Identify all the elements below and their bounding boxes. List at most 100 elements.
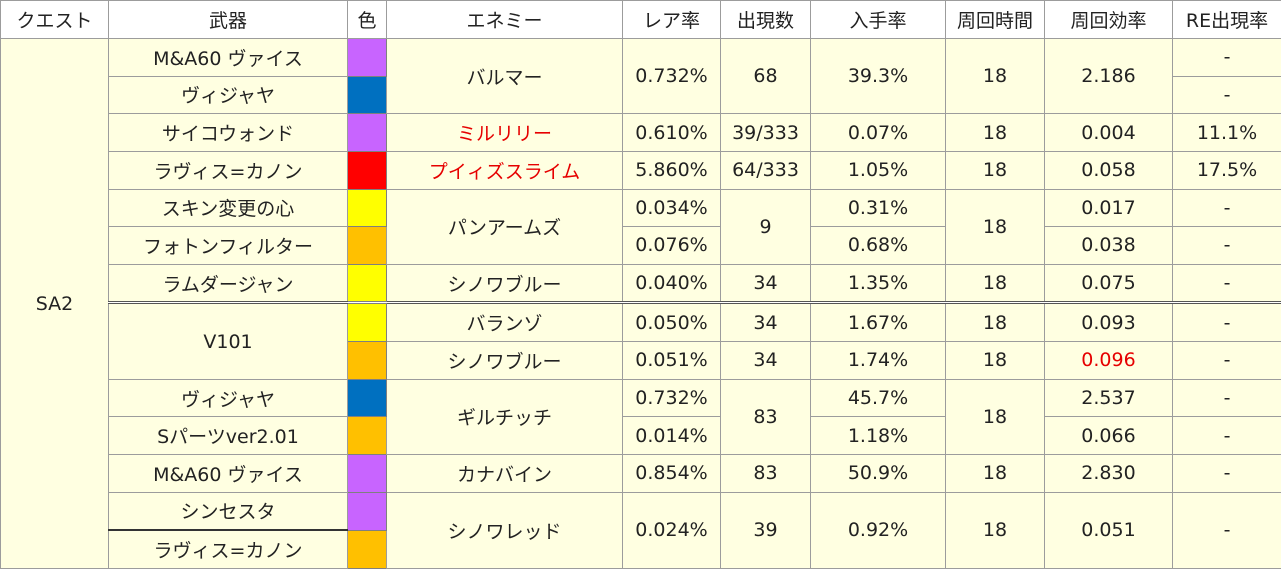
cell-loop-efficiency[interactable]: 0.075 — [1044, 263, 1173, 304]
cell-loop-efficiency[interactable]: 0.004 — [1044, 113, 1173, 152]
cell-loop-time[interactable]: 18 — [945, 378, 1045, 455]
cell-loop-efficiency[interactable]: 0.051 — [1044, 491, 1173, 569]
cell-rare-rate[interactable]: 0.732% — [622, 378, 721, 418]
cell-appear-count[interactable]: 9 — [720, 188, 811, 265]
cell-enemy[interactable]: バランゾ — [386, 301, 623, 343]
cell-weapon[interactable]: シンセスタ — [108, 491, 348, 532]
cell-obtain-rate[interactable]: 1.35% — [810, 263, 946, 304]
cell-appear-count[interactable]: 83 — [720, 453, 811, 493]
cell-rare-rate[interactable]: 0.040% — [622, 263, 721, 304]
header-obtain-rate[interactable]: 入手率 — [810, 0, 946, 39]
cell-loop-efficiency[interactable]: 2.537 — [1044, 378, 1173, 418]
cell-obtain-rate[interactable]: 0.31% — [810, 188, 946, 228]
cell-re-rate[interactable]: - — [1172, 378, 1281, 418]
cell-obtain-rate[interactable]: 50.9% — [810, 453, 946, 493]
cell-appear-count[interactable]: 68 — [720, 37, 811, 115]
cell-weapon[interactable]: ヴィジャヤ — [108, 378, 348, 418]
header-enemy[interactable]: エネミー — [386, 0, 623, 39]
color-swatch[interactable] — [347, 416, 387, 455]
cell-rare-rate[interactable]: 0.050% — [622, 301, 721, 343]
cell-re-rate[interactable]: - — [1172, 38, 1281, 77]
cell-re-rate[interactable]: - — [1172, 263, 1281, 304]
cell-rare-rate[interactable]: 0.024% — [622, 491, 721, 569]
color-swatch[interactable] — [347, 113, 387, 152]
cell-obtain-rate[interactable]: 0.68% — [810, 226, 946, 265]
cell-rare-rate[interactable]: 0.014% — [622, 416, 721, 455]
cell-weapon[interactable]: ヴィジャヤ — [108, 75, 348, 115]
color-swatch[interactable] — [347, 453, 387, 493]
cell-obtain-rate[interactable]: 1.67% — [810, 301, 946, 343]
cell-loop-efficiency[interactable]: 0.066 — [1044, 416, 1173, 455]
cell-appear-count[interactable]: 34 — [720, 341, 811, 380]
cell-enemy[interactable]: カナバイン — [386, 453, 623, 493]
cell-re-rate[interactable]: 17.5% — [1172, 150, 1281, 190]
cell-obtain-rate[interactable]: 1.74% — [810, 341, 946, 380]
cell-obtain-rate[interactable]: 39.3% — [810, 37, 946, 115]
header-loop-efficiency[interactable]: 周回効率 — [1044, 0, 1173, 39]
cell-enemy[interactable]: シノワブルー — [386, 341, 623, 380]
cell-re-rate[interactable]: - — [1172, 341, 1281, 380]
cell-obtain-rate[interactable]: 45.7% — [810, 378, 946, 418]
cell-weapon[interactable]: M&A60 ヴァイス — [108, 453, 348, 493]
color-swatch[interactable] — [347, 38, 387, 77]
color-swatch[interactable] — [347, 301, 387, 343]
cell-appear-count[interactable]: 34 — [720, 301, 811, 343]
cell-rare-rate[interactable]: 0.034% — [622, 188, 721, 228]
cell-enemy[interactable]: パンアームズ — [386, 188, 623, 265]
cell-re-rate[interactable]: 11.1% — [1172, 113, 1281, 152]
cell-rare-rate[interactable]: 0.854% — [622, 453, 721, 493]
cell-loop-time[interactable]: 18 — [945, 263, 1045, 304]
color-swatch[interactable] — [347, 75, 387, 115]
color-swatch[interactable] — [347, 150, 387, 190]
color-swatch[interactable] — [347, 529, 387, 569]
cell-loop-efficiency[interactable]: 2.830 — [1044, 453, 1173, 493]
cell-quest[interactable]: SA2 — [0, 38, 109, 569]
cell-loop-time[interactable]: 18 — [945, 150, 1045, 190]
header-loop-time[interactable]: 周回時間 — [945, 0, 1045, 39]
header-quest[interactable]: クエスト — [0, 0, 109, 39]
header-re-rate[interactable]: RE出現率 — [1172, 0, 1281, 39]
cell-re-rate[interactable]: - — [1172, 453, 1281, 493]
cell-rare-rate[interactable]: 0.076% — [622, 226, 721, 265]
cell-obtain-rate[interactable]: 1.18% — [810, 416, 946, 455]
cell-re-rate[interactable]: - — [1172, 491, 1281, 569]
cell-loop-time[interactable]: 18 — [945, 341, 1045, 380]
cell-weapon[interactable]: V101 — [108, 301, 348, 380]
cell-weapon[interactable]: フォトンフィルター — [108, 226, 348, 265]
cell-enemy[interactable]: シノワブルー — [386, 263, 623, 304]
cell-weapon[interactable]: M&A60 ヴァイス — [108, 38, 348, 77]
cell-weapon[interactable]: ラムダージャン — [108, 263, 348, 304]
cell-appear-count[interactable]: 39/333 — [720, 113, 811, 152]
cell-obtain-rate[interactable]: 1.05% — [810, 150, 946, 190]
cell-enemy[interactable]: ミルリリー — [386, 113, 623, 152]
cell-weapon[interactable]: スキン変更の心 — [108, 188, 348, 228]
cell-loop-time[interactable]: 18 — [945, 37, 1045, 115]
cell-loop-time[interactable]: 18 — [945, 113, 1045, 152]
cell-re-rate[interactable]: - — [1172, 75, 1281, 115]
cell-loop-time[interactable]: 18 — [945, 301, 1045, 343]
cell-weapon[interactable]: ラヴィス=カノン — [108, 150, 348, 190]
cell-enemy[interactable]: プイィズスライム — [386, 150, 623, 190]
cell-appear-count[interactable]: 83 — [720, 378, 811, 455]
cell-obtain-rate[interactable]: 0.07% — [810, 113, 946, 152]
cell-loop-time[interactable]: 18 — [945, 453, 1045, 493]
color-swatch[interactable] — [347, 188, 387, 228]
cell-loop-efficiency[interactable]: 2.186 — [1044, 37, 1173, 115]
cell-rare-rate[interactable]: 0.051% — [622, 341, 721, 380]
cell-rare-rate[interactable]: 5.860% — [622, 150, 721, 190]
cell-weapon[interactable]: サイコウォンド — [108, 113, 348, 152]
cell-loop-efficiency[interactable]: 0.096 — [1044, 341, 1173, 380]
cell-re-rate[interactable]: - — [1172, 301, 1281, 343]
cell-loop-efficiency[interactable]: 0.093 — [1044, 301, 1173, 343]
cell-rare-rate[interactable]: 0.732% — [622, 37, 721, 115]
cell-re-rate[interactable]: - — [1172, 226, 1281, 265]
color-swatch[interactable] — [347, 491, 387, 531]
color-swatch[interactable] — [347, 378, 387, 418]
header-color[interactable]: 色 — [347, 0, 387, 39]
header-rare-rate[interactable]: レア率 — [622, 0, 721, 39]
cell-loop-time[interactable]: 18 — [945, 491, 1045, 569]
color-swatch[interactable] — [347, 341, 387, 380]
cell-weapon[interactable]: Sパーツver2.01 — [108, 416, 348, 455]
cell-loop-time[interactable]: 18 — [945, 188, 1045, 265]
color-swatch[interactable] — [347, 226, 387, 265]
